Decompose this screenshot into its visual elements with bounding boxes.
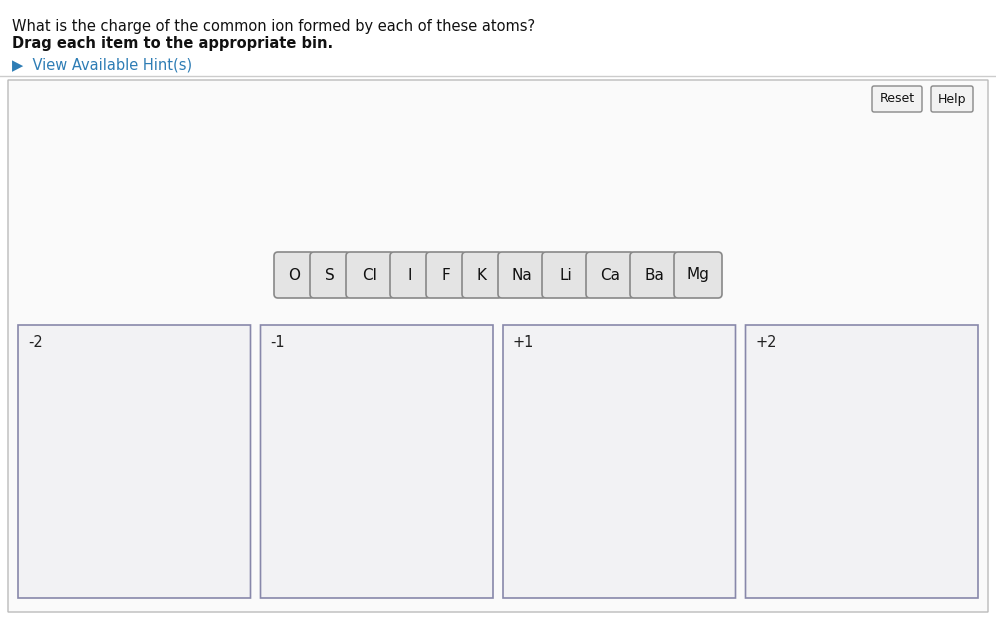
Text: O: O	[288, 267, 300, 283]
Text: Li: Li	[560, 267, 573, 283]
FancyBboxPatch shape	[346, 252, 394, 298]
FancyBboxPatch shape	[586, 252, 634, 298]
FancyBboxPatch shape	[274, 252, 314, 298]
FancyBboxPatch shape	[261, 325, 493, 598]
FancyBboxPatch shape	[8, 80, 988, 612]
Text: Help: Help	[938, 92, 966, 105]
Text: Mg: Mg	[686, 267, 709, 283]
Text: -2: -2	[28, 335, 43, 350]
FancyBboxPatch shape	[630, 252, 678, 298]
FancyBboxPatch shape	[310, 252, 350, 298]
FancyBboxPatch shape	[542, 252, 590, 298]
Text: +2: +2	[756, 335, 777, 350]
FancyBboxPatch shape	[745, 325, 978, 598]
FancyBboxPatch shape	[931, 86, 973, 112]
Text: Ca: Ca	[600, 267, 620, 283]
Text: F: F	[441, 267, 450, 283]
FancyBboxPatch shape	[390, 252, 430, 298]
Text: What is the charge of the common ion formed by each of these atoms?: What is the charge of the common ion for…	[12, 19, 535, 34]
FancyBboxPatch shape	[426, 252, 466, 298]
Text: Na: Na	[512, 267, 533, 283]
Text: ▶  View Available Hint(s): ▶ View Available Hint(s)	[12, 57, 192, 72]
Text: S: S	[325, 267, 335, 283]
Text: Cl: Cl	[363, 267, 377, 283]
Text: Ba: Ba	[644, 267, 664, 283]
Text: -1: -1	[271, 335, 285, 350]
Text: Drag each item to the appropriate bin.: Drag each item to the appropriate bin.	[12, 36, 333, 51]
FancyBboxPatch shape	[872, 86, 922, 112]
FancyBboxPatch shape	[503, 325, 735, 598]
Text: K: K	[477, 267, 487, 283]
FancyBboxPatch shape	[674, 252, 722, 298]
Text: +1: +1	[513, 335, 535, 350]
FancyBboxPatch shape	[18, 325, 251, 598]
Text: Reset: Reset	[879, 92, 914, 105]
Text: I: I	[407, 267, 412, 283]
FancyBboxPatch shape	[498, 252, 546, 298]
FancyBboxPatch shape	[462, 252, 502, 298]
